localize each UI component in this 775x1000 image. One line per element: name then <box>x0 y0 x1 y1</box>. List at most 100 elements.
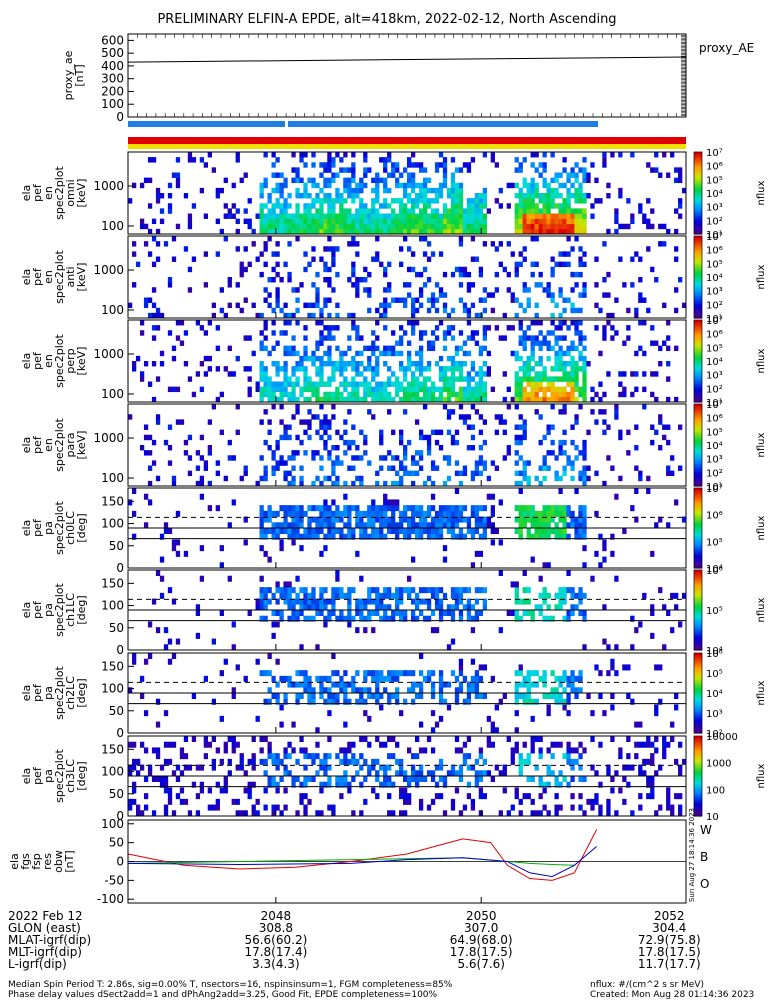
ephem-row-label: 2022 Feb 12 <box>8 909 83 923</box>
spectrogram-cell <box>534 409 539 415</box>
spectrogram-cell <box>478 297 484 303</box>
spectrogram-cell <box>462 414 468 420</box>
pitch-angle-cell <box>614 575 619 582</box>
colorbar-cell <box>694 383 702 387</box>
pitch-angle-cell <box>410 587 416 594</box>
spectrogram-cell <box>303 376 308 382</box>
spectrogram-cell <box>658 445 663 451</box>
pitch-angle-cell <box>470 627 476 634</box>
spectrogram-cell <box>355 475 360 482</box>
spectrogram-cell <box>618 193 623 199</box>
spectrogram-cell <box>375 256 380 262</box>
spectrogram-cell <box>542 218 547 225</box>
pitch-angle-cell <box>418 522 424 529</box>
pitch-angle-cell <box>407 575 412 582</box>
colorbar-cell <box>694 264 702 268</box>
spectrogram-cell <box>426 391 432 398</box>
spectrogram-cell <box>275 292 280 298</box>
colorbar-cell <box>694 768 702 771</box>
pitch-angle-cell <box>654 704 659 711</box>
colorbar-cell <box>694 322 702 325</box>
spectrogram-cell <box>470 445 476 451</box>
colorbar-cell <box>694 281 702 284</box>
pitch-angle-cell <box>470 604 476 611</box>
pitch-angle-cell <box>351 776 356 783</box>
colorbar-frame <box>693 569 703 651</box>
spectrogram-cell <box>538 361 543 367</box>
pitch-angle-cell <box>128 764 133 771</box>
pitch-angle-cell <box>554 505 559 512</box>
colorbar-cell <box>694 416 702 419</box>
pitch-angle-cell <box>546 505 551 512</box>
spectrogram-cell <box>311 386 316 393</box>
spectrogram-cell <box>351 381 356 387</box>
spectrogram-cell <box>410 455 416 461</box>
spectrogram-cell <box>315 198 320 204</box>
pitch-angle-cell <box>319 592 324 599</box>
spectrogram-cell <box>295 167 300 173</box>
pitch-angle-cell <box>634 753 639 760</box>
spectrogram-cell <box>187 434 193 441</box>
pitch-angle-cell <box>407 776 412 783</box>
spectrogram-cell <box>375 386 380 393</box>
spectrogram-cell <box>347 396 352 403</box>
spectrogram-cell <box>446 193 452 199</box>
spectrogram-cell <box>454 193 460 199</box>
colorbar-cell <box>694 418 702 421</box>
spectrogram-cell <box>414 419 420 425</box>
spectrogram-cell <box>426 434 432 441</box>
pitch-angle-cell <box>403 587 408 594</box>
spectrogram-cell <box>530 335 535 341</box>
pitch-angle-cell <box>454 770 460 777</box>
pitch-angle-cell <box>335 570 340 577</box>
pitch-angle-cell <box>598 562 603 569</box>
pitch-angle-cell <box>175 550 181 557</box>
pitch-angle-cell <box>450 533 456 540</box>
pitch-angle-cell <box>526 776 531 783</box>
spectrogram-cell <box>450 434 456 441</box>
spectrogram-cell <box>311 182 316 189</box>
pitch-angle-cell <box>131 653 137 660</box>
pitch-angle-cell <box>582 522 587 529</box>
spectrogram-cell <box>327 266 332 273</box>
spectrogram-cell <box>582 470 587 477</box>
pitch-angle-cell <box>438 675 444 682</box>
pitch-angle-cell <box>239 764 244 771</box>
spectrogram-cell <box>558 386 563 393</box>
spectrogram-cell <box>319 223 324 230</box>
pitch-angle-cell <box>522 510 527 517</box>
colorbar-cell <box>694 764 702 767</box>
spectrogram-cell <box>514 266 519 273</box>
spectrogram-cell <box>283 223 288 230</box>
spectrogram-cell <box>139 320 145 326</box>
colorbar-cell <box>694 320 702 323</box>
pitch-angle-cell <box>295 598 300 605</box>
colorbar-cell <box>694 242 702 245</box>
spectrogram-cell <box>295 236 300 242</box>
pitch-angle-cell <box>227 736 232 743</box>
pitch-angle-cell <box>518 758 523 765</box>
colorbar-cell <box>694 602 702 605</box>
spectrogram-cell <box>526 228 531 235</box>
spectrogram-cell <box>566 371 571 377</box>
spectrogram-cell <box>247 198 252 204</box>
pitch-angle-cell <box>319 781 324 788</box>
pa-tick-label: 150 <box>101 494 124 508</box>
spectrogram-cell <box>638 208 643 214</box>
pitch-angle-cell <box>430 727 436 734</box>
spectrogram-cell <box>594 302 599 309</box>
spectrogram-cell <box>319 381 324 387</box>
spectrogram-cell <box>399 228 404 235</box>
spectrogram-cell <box>295 297 300 303</box>
spectrogram-cell <box>359 223 364 230</box>
pitch-angle-cell <box>263 736 268 743</box>
spectrogram-cell <box>303 162 308 168</box>
pitch-angle-cell <box>379 598 384 605</box>
pitch-angle-cell <box>430 493 436 500</box>
colorbar-cell <box>694 428 702 432</box>
spectrogram-cell <box>335 391 340 398</box>
colorbar-cell <box>694 178 702 182</box>
pitch-angle-cell <box>335 776 340 783</box>
spectrogram-cell <box>171 355 177 362</box>
pitch-angle-cell <box>299 693 304 700</box>
